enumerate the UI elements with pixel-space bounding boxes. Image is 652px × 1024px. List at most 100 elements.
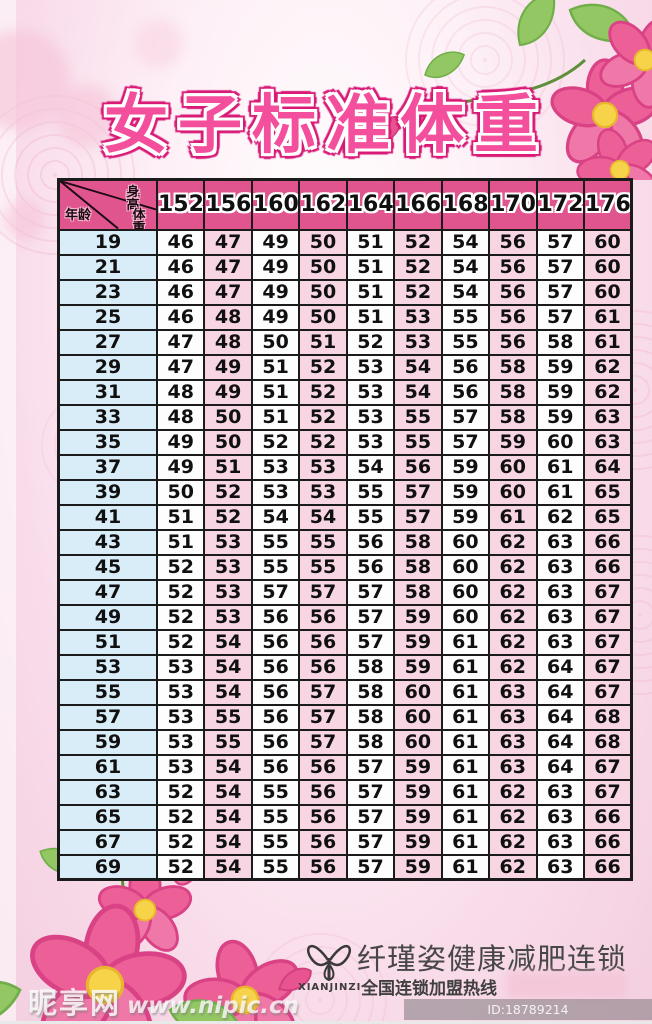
weight-cell: 55 xyxy=(345,478,396,506)
weight-cell: 56 xyxy=(250,678,301,706)
weight-cell: 55 xyxy=(250,828,301,856)
weight-cell: 55 xyxy=(250,778,301,806)
weight-cell: 59 xyxy=(393,803,443,831)
weight-cell: 54 xyxy=(440,253,491,281)
brand-name: 纤瑾姿健康减肥连锁 xyxy=(357,942,628,976)
weight-cell: 46 xyxy=(155,253,206,281)
table-row: 63 52 54 55 56 57 59 61 62 63 67 xyxy=(57,778,633,806)
weight-cell: 53 xyxy=(345,403,396,431)
weight-cell: 49 xyxy=(250,228,301,256)
weight-cell: 67 xyxy=(582,628,633,656)
table-row: 45 52 53 55 55 56 58 60 62 63 66 xyxy=(57,553,633,581)
logo-text: XIANJINZI xyxy=(298,982,362,993)
weight-cell: 52 xyxy=(298,353,348,381)
weight-cell: 47 xyxy=(203,228,253,256)
weight-cell: 58 xyxy=(393,528,443,556)
weight-cell: 62 xyxy=(582,353,633,381)
weight-cell: 63 xyxy=(488,753,538,781)
weight-cell: 53 xyxy=(345,378,396,406)
weight-cell: 56 xyxy=(250,653,301,681)
weight-cell: 66 xyxy=(582,828,633,856)
weight-cell: 63 xyxy=(488,728,538,756)
age-cell: 47 xyxy=(57,578,158,606)
weight-cell: 63 xyxy=(535,828,585,856)
height-column-header: 160 xyxy=(250,178,301,231)
weight-cell: 58 xyxy=(488,353,538,381)
weight-cell: 59 xyxy=(535,378,585,406)
table-row: 21 46 47 49 50 51 52 54 56 57 60 xyxy=(57,253,633,281)
weight-cell: 67 xyxy=(582,753,633,781)
weight-cell: 56 xyxy=(488,253,538,281)
weight-cell: 55 xyxy=(203,703,253,731)
age-cell: 35 xyxy=(57,428,158,456)
age-cell: 49 xyxy=(57,603,158,631)
age-cell: 53 xyxy=(57,653,158,681)
weight-cell: 60 xyxy=(440,603,491,631)
watermark-id-bar: ID:18789214 NO:20191109183755665082 xyxy=(404,999,652,1024)
table-row: 59 53 55 56 57 58 60 61 63 64 68 xyxy=(57,728,633,756)
weight-cell: 57 xyxy=(535,228,585,256)
age-cell: 51 xyxy=(57,628,158,656)
weight-cell: 47 xyxy=(203,253,253,281)
weight-cell: 64 xyxy=(535,728,585,756)
weight-cell: 59 xyxy=(393,853,443,881)
height-column-header: 166 xyxy=(393,178,443,231)
weight-cell: 47 xyxy=(155,353,206,381)
page-title: 女子标准体重 xyxy=(104,89,548,163)
weight-cell: 50 xyxy=(250,328,301,356)
weight-cell: 59 xyxy=(535,403,585,431)
weight-cell: 56 xyxy=(250,628,301,656)
weight-cell: 54 xyxy=(203,678,253,706)
weight-cell: 54 xyxy=(203,628,253,656)
weight-cell: 56 xyxy=(488,278,538,306)
height-unit: 厘米 xyxy=(126,190,140,198)
weight-cell: 61 xyxy=(440,703,491,731)
weight-cell: 49 xyxy=(250,278,301,306)
weight-cell: 52 xyxy=(203,478,253,506)
weight-cell: 62 xyxy=(488,603,538,631)
weight-cell: 63 xyxy=(535,578,585,606)
weight-cell: 59 xyxy=(393,828,443,856)
weight-cell: 54 xyxy=(440,278,491,306)
weight-cell: 60 xyxy=(393,728,443,756)
weight-cell: 51 xyxy=(250,378,301,406)
weight-cell: 52 xyxy=(155,853,206,881)
height-column-header: 152 xyxy=(155,178,206,231)
weight-cell: 60 xyxy=(440,528,491,556)
weight-cell: 63 xyxy=(535,803,585,831)
age-axis-label: 年龄 xyxy=(65,207,92,223)
weight-cell: 56 xyxy=(488,328,538,356)
weight-cell: 47 xyxy=(155,328,206,356)
header-row: 身高 厘米 体重 公斤 年龄 152 156 160 162 164 166 168 170 172… xyxy=(57,178,633,231)
age-cell: 23 xyxy=(57,278,158,306)
age-cell: 21 xyxy=(57,253,158,281)
weight-cell: 52 xyxy=(155,628,206,656)
weight-cell: 54 xyxy=(203,753,253,781)
weight-cell: 64 xyxy=(535,678,585,706)
weight-cell: 57 xyxy=(440,428,491,456)
table-row: 65 52 54 55 56 57 59 61 62 63 66 xyxy=(57,803,633,831)
weight-cell: 66 xyxy=(582,528,633,556)
weight-cell: 53 xyxy=(393,328,443,356)
weight-cell: 61 xyxy=(440,803,491,831)
weight-cell: 53 xyxy=(155,653,206,681)
weight-cell: 51 xyxy=(298,328,348,356)
weight-cell: 56 xyxy=(250,728,301,756)
weight-cell: 53 xyxy=(298,453,348,481)
height-column-header: 172 xyxy=(535,178,585,231)
table-row: 47 52 53 57 57 57 58 60 62 63 67 xyxy=(57,578,633,606)
weight-cell: 65 xyxy=(582,478,633,506)
weight-cell: 52 xyxy=(250,428,301,456)
weight-cell: 61 xyxy=(440,628,491,656)
table-row: 43 51 53 55 55 56 58 60 62 63 66 xyxy=(57,528,633,556)
weight-cell: 64 xyxy=(535,703,585,731)
weight-cell: 53 xyxy=(393,303,443,331)
age-cell: 63 xyxy=(57,778,158,806)
weight-cell: 52 xyxy=(393,278,443,306)
weight-cell: 53 xyxy=(155,678,206,706)
weight-table-wrap: 身高 厘米 体重 公斤 年龄 152 156 160 162 164 166 168 170 172… xyxy=(57,178,633,881)
bottom-edge xyxy=(0,1021,652,1024)
weight-cell: 62 xyxy=(488,578,538,606)
weight-cell: 57 xyxy=(345,828,396,856)
table-row: 25 46 48 49 50 51 53 55 56 57 61 xyxy=(57,303,633,331)
